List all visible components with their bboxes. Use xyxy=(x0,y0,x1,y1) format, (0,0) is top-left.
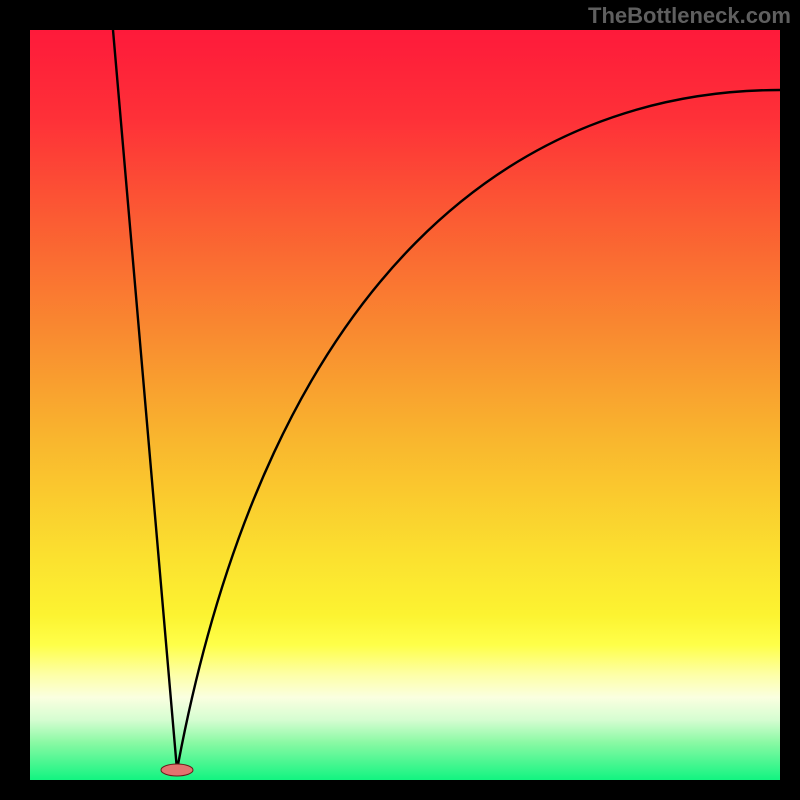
chart-root: TheBottleneck.com xyxy=(0,0,800,800)
gradient-panel xyxy=(30,30,780,780)
watermark-text: TheBottleneck.com xyxy=(588,3,791,29)
chart-svg xyxy=(0,0,800,800)
valley-marker xyxy=(161,764,193,776)
